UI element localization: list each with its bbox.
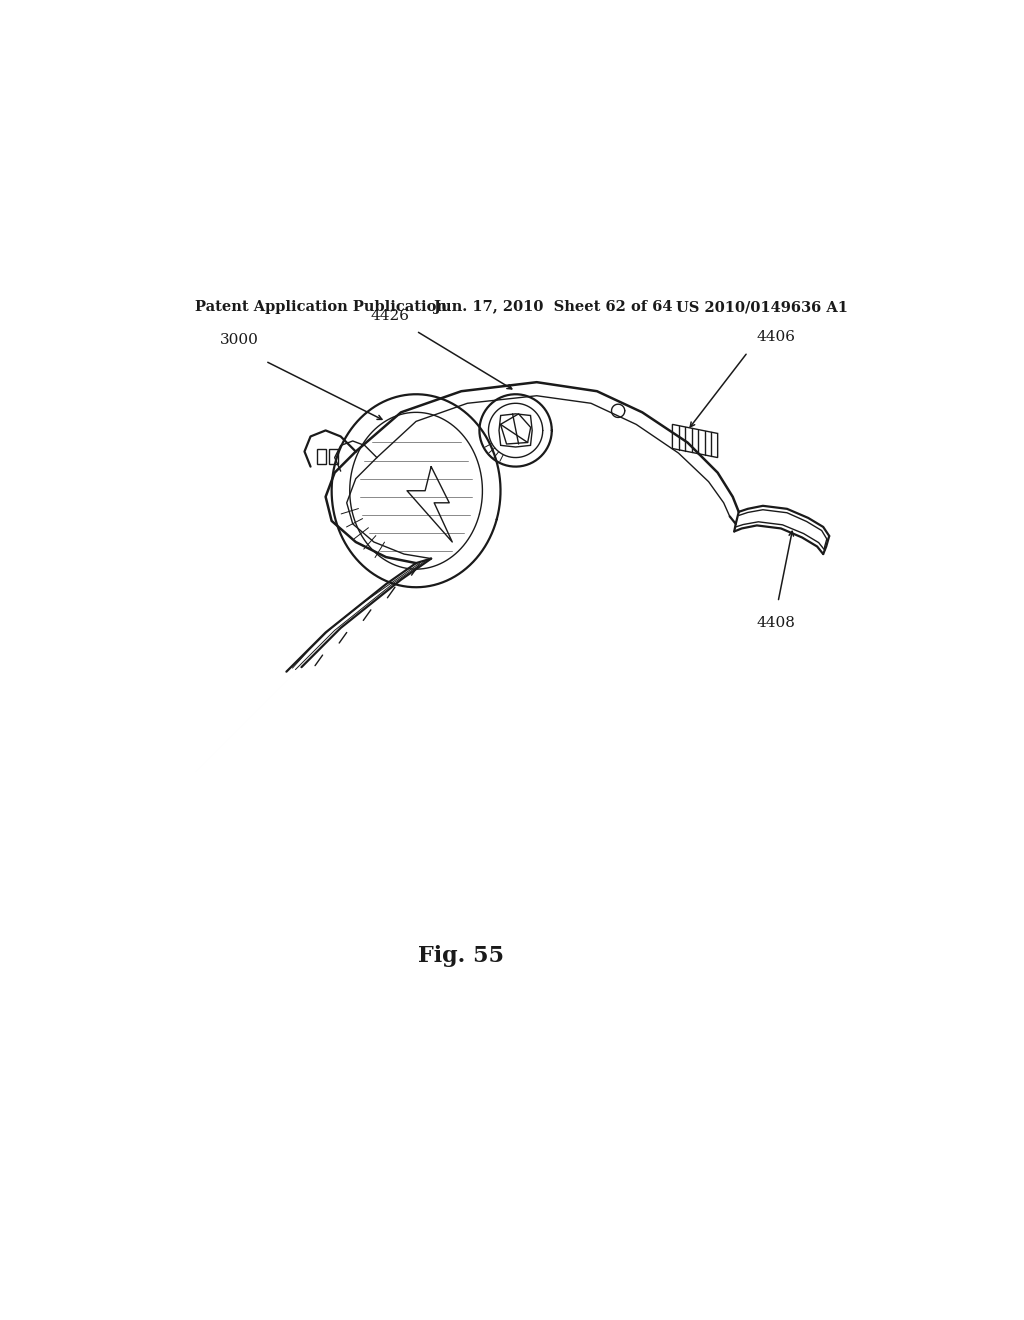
Text: 4406: 4406 [757,330,796,345]
Text: US 2010/0149636 A1: US 2010/0149636 A1 [676,300,848,314]
Text: Jun. 17, 2010  Sheet 62 of 64: Jun. 17, 2010 Sheet 62 of 64 [433,300,672,314]
Text: 3000: 3000 [220,333,259,347]
Text: 4426: 4426 [371,309,410,323]
Text: 4408: 4408 [757,616,796,631]
Text: Fig. 55: Fig. 55 [419,945,504,968]
Text: Patent Application Publication: Patent Application Publication [196,300,447,314]
